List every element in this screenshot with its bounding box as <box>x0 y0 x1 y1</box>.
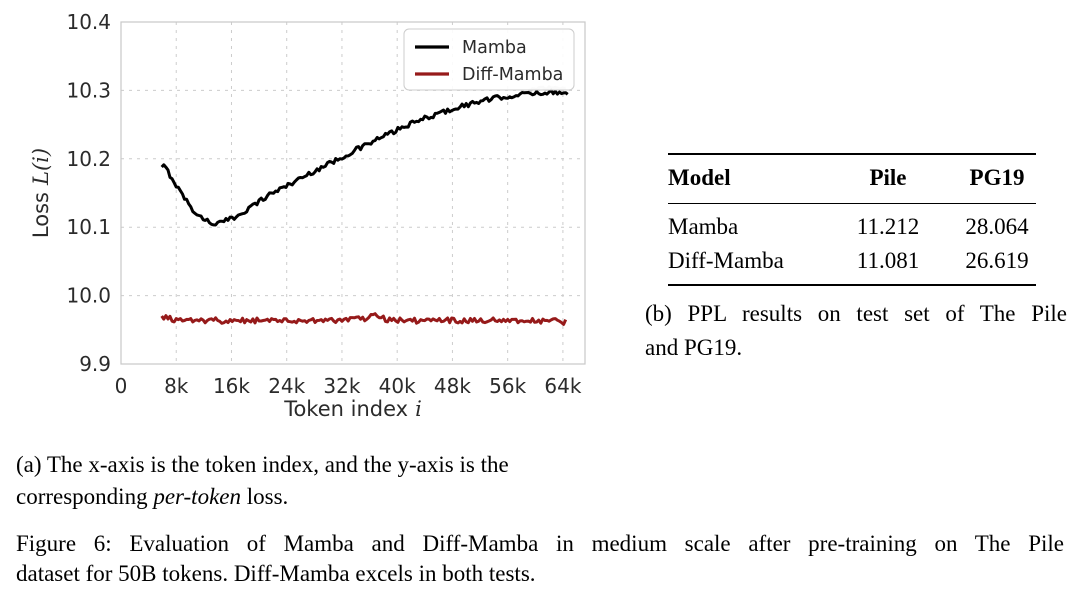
y-tick-label: 10.3 <box>66 78 111 102</box>
col-header-pile: Pile <box>818 153 958 204</box>
cell-pile: 11.081 <box>818 244 958 286</box>
figure-caption-line1: Figure 6: Evaluation of Mamba and Diff-M… <box>16 531 1064 556</box>
y-tick-label: 10.0 <box>66 284 111 308</box>
caption-b: (b) PPL results on test set of The Pile … <box>645 297 1067 365</box>
legend-label-mamba: Mamba <box>462 38 527 58</box>
caption-b-line2: and PG19. <box>645 335 743 360</box>
y-tick-label: 10.1 <box>66 215 111 239</box>
caption-b-line1: (b) PPL results on test set of The Pile <box>645 301 1067 326</box>
table-header-row: Model Pile PG19 <box>668 153 1036 204</box>
plot-border <box>120 21 586 365</box>
cell-model: Mamba <box>668 214 739 239</box>
y-tick-label: 10.2 <box>66 147 111 171</box>
x-tick-label: 48k <box>434 374 471 398</box>
loss-chart: 0 8k 16k 24k 32k 40k 48k 56k 64k 10.4 10.3 10.2 10.1… <box>29 10 586 421</box>
x-tick-label: 0 <box>115 374 128 398</box>
x-tick-label: 24k <box>268 374 305 398</box>
x-tick-label: 32k <box>323 374 360 398</box>
table-row-diff-mamba: Diff-Mamba 11.081 26.619 <box>668 244 1036 286</box>
x-tick-label: 64k <box>544 374 581 398</box>
caption-a-line1: (a) The x-axis is the token index, and t… <box>16 452 509 477</box>
col-header-model: Model <box>668 153 818 204</box>
ppl-results-table: Model Pile PG19 Mamba 11.212 28.064 Diff… <box>668 153 1036 286</box>
x-tick-label: 8k <box>164 374 189 398</box>
table-row-mamba: Mamba 11.212 28.064 <box>668 204 1036 245</box>
series-line-mamba <box>160 88 569 227</box>
y-tick-label: 10.4 <box>66 10 111 34</box>
cell-pg19: 26.619 <box>958 244 1036 286</box>
cell-pg19: 28.064 <box>965 214 1029 239</box>
caption-a: (a) The x-axis is the token index, and t… <box>16 449 636 513</box>
y-tick-label: 9.9 <box>79 352 111 376</box>
cell-model: Diff-Mamba <box>668 244 818 286</box>
legend: Mamba Diff-Mamba <box>403 28 575 91</box>
col-header-pg19: PG19 <box>958 153 1036 204</box>
x-axis-label: Token index i <box>283 397 422 421</box>
figure-caption-line2: dataset for 50B tokens. Diff-Mamba excel… <box>16 561 536 586</box>
chart-ticks: 0 8k 16k 24k 32k 40k 48k 56k 64k 10.4 10.3 10.2 10.1… <box>66 10 581 398</box>
legend-label-diff-mamba: Diff-Mamba <box>462 65 563 85</box>
x-tick-label: 40k <box>379 374 416 398</box>
y-axis-label: LossL(i) <box>29 148 53 238</box>
x-tick-label: 16k <box>213 374 250 398</box>
figure-caption: Figure 6: Evaluation of Mamba and Diff-M… <box>16 529 1064 589</box>
chart-series <box>160 85 569 326</box>
cell-pile: 11.212 <box>856 214 920 239</box>
series-line-diff-mamba <box>160 312 568 326</box>
panel-a-loss-chart: 0 8k 16k 24k 32k 40k 48k 56k 64k 10.4 10.3 10.2 10.1… <box>0 0 600 430</box>
caption-a-line2: corresponding per-token loss. <box>16 484 289 509</box>
x-tick-label: 56k <box>489 374 526 398</box>
